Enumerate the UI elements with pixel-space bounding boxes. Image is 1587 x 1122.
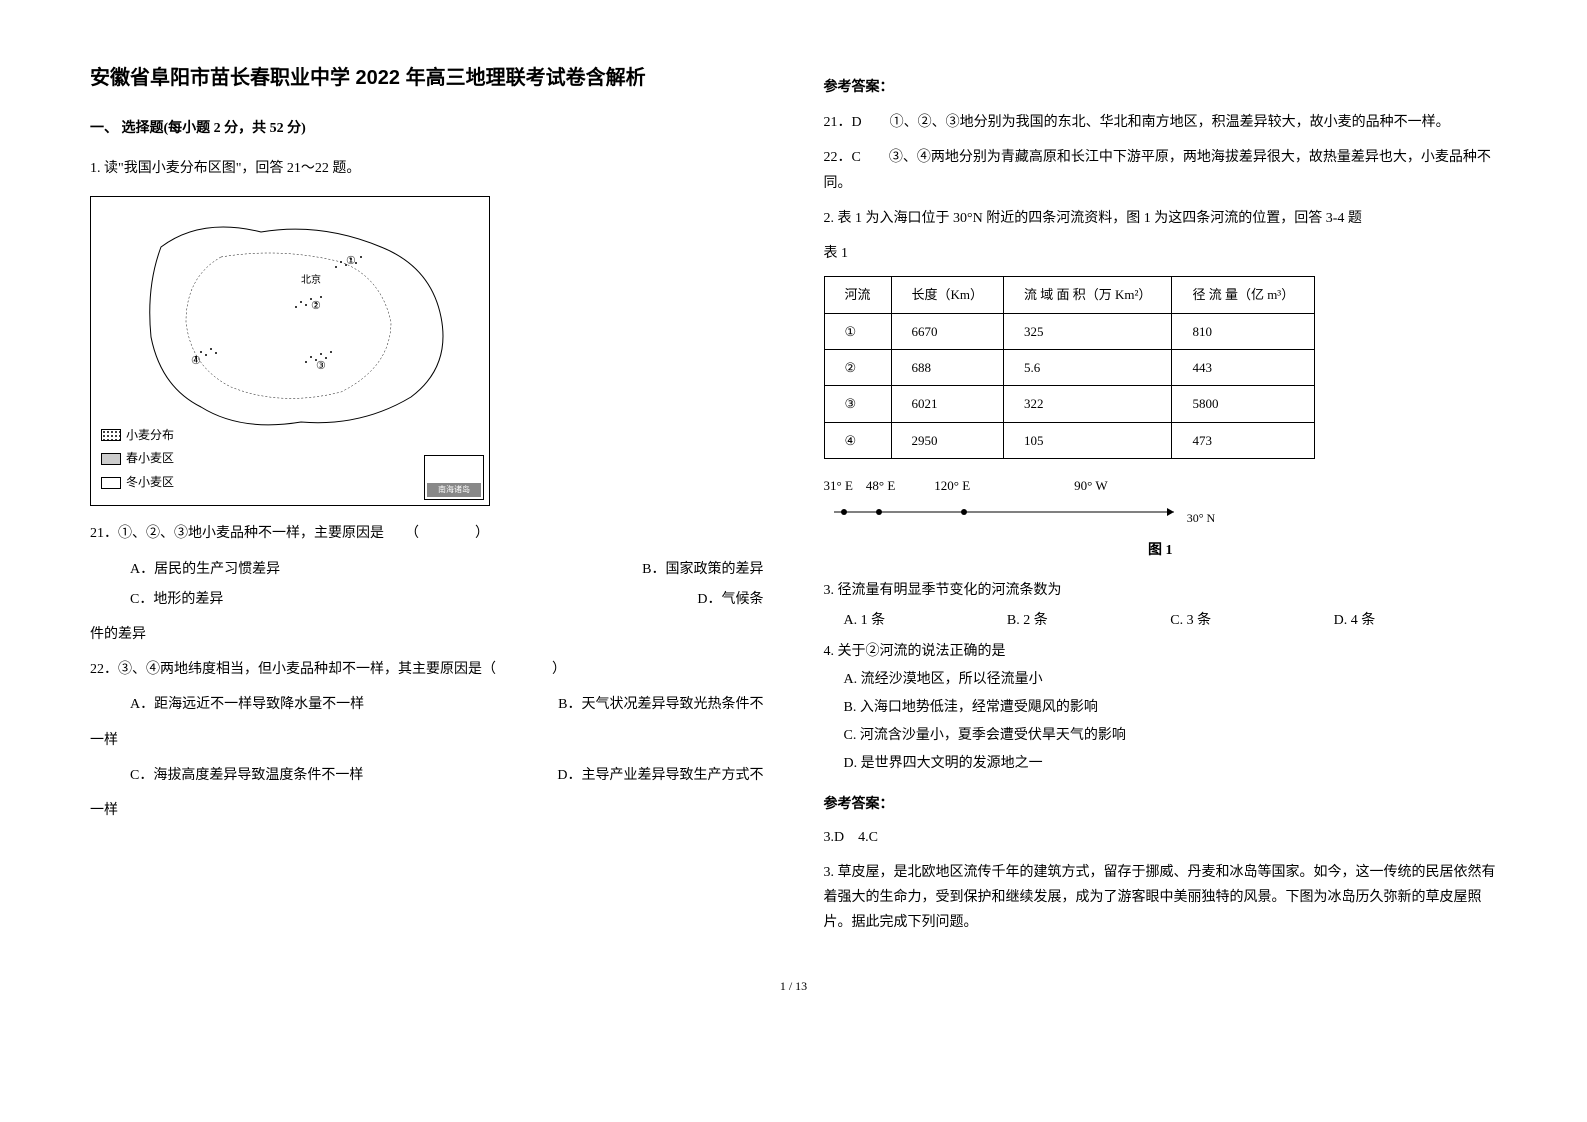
map-beijing-label: 北京 — [301, 272, 321, 290]
legend-swatch-gray — [101, 453, 121, 465]
q3-options: A. 1 条 B. 2 条 C. 3 条 D. 4 条 — [844, 608, 1498, 633]
table-row: ① 6670 325 810 — [824, 313, 1315, 349]
wheat-map-figure: ① ② ③ ④ 北京 小麦分布 春小麦区 冬小麦区 南海诸岛 — [90, 196, 490, 506]
map-marker-2: ② — [311, 297, 321, 317]
q22-stem: 22．③、④两地纬度相当，但小麦品种却不一样，其主要原因是（ ） — [90, 657, 764, 682]
td: 473 — [1172, 422, 1315, 458]
th: 流 域 面 积（万 Km²） — [1004, 277, 1172, 313]
q4-options: A. 流经沙漠地区，所以径流量小 B. 入海口地势低洼，经常遭受飓风的影响 C.… — [844, 667, 1498, 777]
exam-title: 安徽省阜阳市苗长春职业中学 2022 年高三地理联考试卷含解析 — [90, 60, 764, 96]
th: 径 流 量（亿 m³） — [1172, 277, 1315, 313]
answer-head-2: 参考答案： — [824, 792, 1498, 817]
q21-opt-line: C．地形的差异 D．气候条 — [130, 587, 764, 612]
q3-opt-b: B. 2 条 — [1007, 608, 1170, 633]
q22-opt-d: D．主导产业差异导致生产方式不 — [557, 763, 763, 788]
q3-opt-a: A. 1 条 — [844, 608, 1007, 633]
figure1-right-label: 30° N — [1187, 511, 1215, 525]
q4-opt-a: A. 流经沙漠地区，所以径流量小 — [844, 667, 1498, 692]
q4-opt-d: D. 是世界四大文明的发源地之一 — [844, 751, 1498, 776]
a21-text: 21．D ①、②、③地分别为我国的东北、华北和南方地区，积温差异较大，故小麦的品… — [824, 110, 1498, 135]
q22-opt-a: A．距海远近不一样导致降水量不一样 — [130, 697, 364, 712]
figure1-top-labels: 31° E 48° E 120° E 90° W — [824, 474, 1498, 497]
td: ③ — [824, 386, 891, 422]
q4-stem: 4. 关于②河流的说法正确的是 — [824, 639, 1498, 664]
td: 443 — [1172, 349, 1315, 385]
q22-opt-c: C．海拔高度差异导致温度条件不一样 — [130, 768, 363, 783]
china-outline-svg — [121, 207, 461, 447]
q22-tail1: 一样 — [90, 728, 764, 753]
td: 6021 — [891, 386, 1004, 422]
td: 6670 — [891, 313, 1004, 349]
q3-opt-d: D. 4 条 — [1334, 608, 1497, 633]
legend-label: 冬小麦区 — [126, 472, 174, 494]
td: 2950 — [891, 422, 1004, 458]
table1-caption: 表 1 — [824, 241, 1498, 266]
section-1-head: 一、 选择题(每小题 2 分，共 52 分) — [90, 116, 764, 141]
q21-opt-d: D．气候条 — [697, 587, 763, 612]
legend-item: 冬小麦区 — [101, 472, 174, 494]
q3-opt-c: C. 3 条 — [1170, 608, 1333, 633]
south-sea-label: 南海诸岛 — [427, 483, 481, 497]
q1-stem: 1. 读"我国小麦分布区图"，回答 21～22 题。 — [90, 156, 764, 181]
q21-opt-c: C．地形的差异 — [130, 592, 223, 607]
page-number: 1 / 13 — [90, 976, 1497, 998]
td: ④ — [824, 422, 891, 458]
td: 5.6 — [1004, 349, 1172, 385]
q4-opt-c: C. 河流含沙量小，夏季会遭受伏旱天气的影响 — [844, 723, 1498, 748]
td: 322 — [1004, 386, 1172, 422]
legend-swatch-white — [101, 477, 121, 489]
q22-opt-b: B．天气状况差异导致光热条件不 — [558, 692, 763, 717]
south-sea-inset: 南海诸岛 — [424, 455, 484, 500]
legend-label: 春小麦区 — [126, 448, 174, 470]
q3-grass-house-stem: 3. 草皮屋，是北欧地区流传千年的建筑方式，留存于挪威、丹麦和冰岛等国家。如今，… — [824, 860, 1498, 936]
map-marker-1: ① — [346, 252, 356, 272]
a34-text: 3.D 4.C — [824, 825, 1498, 850]
legend-label: 小麦分布 — [126, 425, 174, 447]
q21-opt-a: A．居民的生产习惯差异 — [130, 562, 280, 577]
th: 长度（Km） — [891, 277, 1004, 313]
table-row: ④ 2950 105 473 — [824, 422, 1315, 458]
td: ① — [824, 313, 891, 349]
figure-1: 31° E 48° E 120° E 90° W 30° N 图 1 — [824, 474, 1498, 563]
table-row: ③ 6021 322 5800 — [824, 386, 1315, 422]
map-marker-4: ④ — [191, 352, 201, 372]
q21-opt-line: A．居民的生产习惯差异 B．国家政策的差异 — [130, 557, 764, 582]
td: ② — [824, 349, 891, 385]
legend-item: 小麦分布 — [101, 425, 174, 447]
table-row: ② 688 5.6 443 — [824, 349, 1315, 385]
td: 105 — [1004, 422, 1172, 458]
river-data-table: 河流 长度（Km） 流 域 面 积（万 Km²） 径 流 量（亿 m³） ① 6… — [824, 276, 1316, 459]
map-legend: 小麦分布 春小麦区 冬小麦区 — [101, 423, 174, 496]
td: 325 — [1004, 313, 1172, 349]
q22-opt-line: A．距海远近不一样导致降水量不一样 B．天气状况差异导致光热条件不 — [130, 692, 764, 717]
q21-tail: 件的差异 — [90, 622, 764, 647]
answer-head-1: 参考答案： — [824, 75, 1498, 100]
q4-opt-b: B. 入海口地势低洼，经常遭受飓风的影响 — [844, 695, 1498, 720]
q22-opt-line: C．海拔高度差异导致温度条件不一样 D．主导产业差异导致生产方式不 — [130, 763, 764, 788]
q22-tail2: 一样 — [90, 798, 764, 823]
q21-stem: 21．①、②、③地小麦品种不一样，主要原因是 （ ） — [90, 521, 764, 546]
figure1-caption: 图 1 — [824, 538, 1498, 563]
table-header-row: 河流 长度（Km） 流 域 面 积（万 Km²） 径 流 量（亿 m³） — [824, 277, 1315, 313]
q2-stem: 2. 表 1 为入海口位于 30°N 附近的四条河流资料，图 1 为这四条河流的… — [824, 206, 1498, 231]
figure1-axis: 30° N — [824, 502, 1498, 530]
legend-item: 春小麦区 — [101, 448, 174, 470]
legend-swatch-dotted — [101, 429, 121, 441]
td: 5800 — [1172, 386, 1315, 422]
td: 810 — [1172, 313, 1315, 349]
q21-opt-b: B．国家政策的差异 — [642, 557, 763, 582]
td: 688 — [891, 349, 1004, 385]
map-marker-3: ③ — [316, 357, 326, 377]
q3-stem: 3. 径流量有明显季节变化的河流条数为 — [824, 578, 1498, 603]
th: 河流 — [824, 277, 891, 313]
a22-text: 22．C ③、④两地分别为青藏高原和长江中下游平原，两地海拔差异很大，故热量差异… — [824, 145, 1498, 195]
